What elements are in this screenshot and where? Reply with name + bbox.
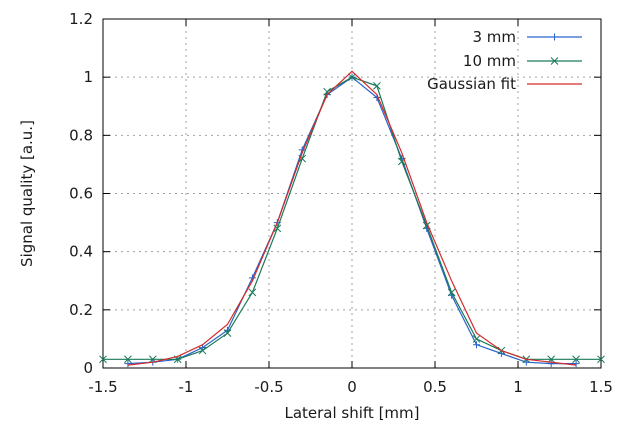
- data-point-10-mm: [273, 224, 282, 233]
- data-point-10-mm: [572, 355, 580, 364]
- data-point-10-mm: [124, 355, 132, 364]
- legend-marker-10-mm: [550, 57, 559, 65]
- series-line-gaussian-fit: [127, 70, 577, 366]
- series-group: [99, 70, 605, 368]
- y-tick-label: 0: [83, 359, 93, 377]
- y-tick-label: 1.2: [69, 10, 93, 28]
- y-tick-label: 0.2: [69, 301, 93, 319]
- data-point-10-mm: [223, 329, 232, 337]
- data-point-10-mm: [348, 73, 356, 82]
- y-axis-title: Signal quality [a.u.]: [18, 120, 36, 267]
- data-point-10-mm: [198, 346, 207, 355]
- x-tick-label: -1.5: [88, 378, 117, 396]
- y-tick-label: 0.6: [69, 185, 93, 203]
- y-tick-label: 0.8: [69, 126, 93, 144]
- data-point-3-mm: [473, 341, 480, 349]
- data-point-10-mm: [99, 355, 107, 364]
- data-point-10-mm: [323, 87, 331, 96]
- data-point-10-mm: [472, 335, 481, 343]
- data-point-10-mm: [447, 288, 456, 297]
- grid: [103, 19, 601, 368]
- legend-label-10mm: 10 mm: [463, 52, 516, 70]
- y-tick-label: 0.4: [69, 243, 93, 261]
- legend-marker-3-mm: [551, 33, 558, 41]
- data-point-3-mm: [124, 360, 132, 368]
- legend-label-gaussian-fit: Gaussian fit: [427, 75, 516, 93]
- x-axis-title: Lateral shift [mm]: [284, 404, 419, 422]
- data-point-10-mm: [373, 82, 381, 90]
- data-point-10-mm: [597, 355, 605, 364]
- x-tick-label: 1: [513, 378, 523, 396]
- axis-ticks: [102, 18, 602, 369]
- data-point-10-mm: [248, 288, 257, 297]
- x-tick-label: 0: [347, 378, 357, 396]
- data-point-3-mm: [572, 360, 580, 368]
- data-point-3-mm: [547, 360, 555, 368]
- x-tick-label: -1: [179, 378, 194, 396]
- legend: 3 mm 10 mm Gaussian fit: [427, 28, 582, 93]
- x-tick-label: 0.5: [423, 378, 447, 396]
- series-gaussian-fit: [127, 70, 577, 366]
- legend-label-3mm: 3 mm: [472, 28, 516, 46]
- tick-labels: -1.5 -1 -0.5 0 0.5 1 1.5 0 0.2 0.4 0.6 0.8 1 1.2: [69, 10, 613, 396]
- x-tick-label: 1.5: [589, 378, 613, 396]
- y-tick-label: 1: [83, 68, 93, 86]
- x-tick-label: -0.5: [254, 378, 283, 396]
